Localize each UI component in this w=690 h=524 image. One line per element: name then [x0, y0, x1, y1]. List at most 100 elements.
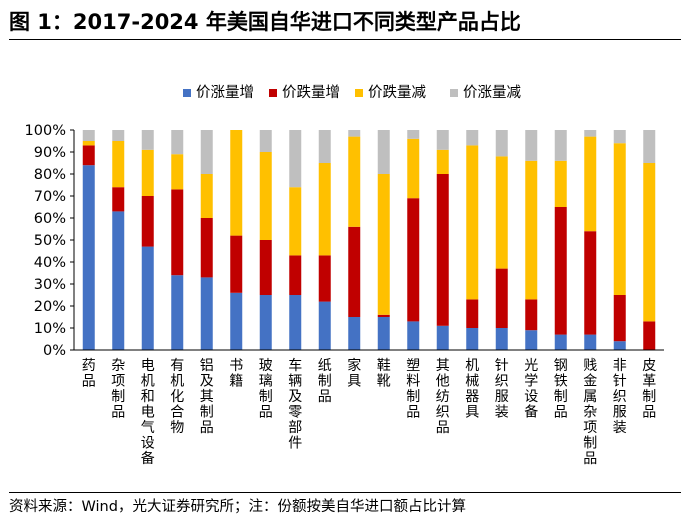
legend-swatch	[355, 89, 363, 97]
bar-segment	[613, 143, 626, 295]
y-tick-label: 70%	[34, 189, 66, 205]
bar-segment	[348, 317, 361, 350]
bar-segment	[318, 163, 331, 256]
bar-segment	[112, 187, 125, 212]
x-tick-label: 书籍	[229, 358, 243, 390]
x-tick-label: 其他纺织品	[436, 358, 450, 436]
bar-segment	[82, 130, 95, 141]
bar-segment	[259, 295, 272, 350]
bar-segment	[407, 130, 420, 139]
legend-label: 价跌量减	[368, 84, 426, 101]
bar-segment	[348, 226, 361, 317]
bar-segment	[171, 189, 184, 276]
bar-segment	[171, 154, 184, 190]
legend-swatch	[269, 89, 277, 97]
bar-segment	[613, 295, 626, 342]
y-tick-label: 60%	[34, 211, 66, 227]
bar-segment	[436, 130, 449, 150]
bar-segment	[466, 299, 479, 328]
x-tick-label: 鞋靴	[377, 358, 391, 390]
bar-segment	[348, 130, 361, 137]
bar-segment	[407, 198, 420, 322]
x-tick-label: 机械器具	[465, 358, 479, 421]
bar-segment	[377, 130, 390, 174]
bar-segment	[289, 255, 302, 295]
bar-segment	[584, 231, 597, 335]
bar-segment	[141, 149, 154, 196]
bar-segment	[200, 218, 213, 278]
bar-segment	[613, 341, 626, 350]
bar-segment	[289, 187, 302, 256]
bar-segment	[436, 149, 449, 174]
bar-segment	[466, 328, 479, 350]
bar-segment	[554, 207, 567, 335]
bar-segment	[554, 160, 567, 207]
bar-segment	[407, 138, 420, 199]
bar-segment	[82, 165, 95, 350]
bar-segment	[525, 160, 538, 300]
y-tick-label: 10%	[34, 321, 66, 337]
bar-segment	[112, 141, 125, 188]
x-tick-label: 非针织服装	[613, 358, 627, 436]
bar-segment	[141, 196, 154, 247]
bar-segment	[230, 292, 243, 350]
y-tick-label: 50%	[34, 233, 66, 249]
bar-segment	[377, 317, 390, 350]
legend-label: 价跌量增	[282, 84, 340, 101]
y-tick-label: 30%	[34, 277, 66, 293]
bar-segment	[495, 328, 508, 350]
bar-segment	[525, 330, 538, 350]
bar-segment	[112, 130, 125, 141]
bar-segment	[525, 130, 538, 161]
bar-segment	[377, 314, 390, 317]
x-tick-label: 玻璃制品	[259, 358, 273, 421]
y-tick-label: 20%	[34, 299, 66, 315]
bar-segment	[407, 321, 420, 350]
bar-segment	[554, 130, 567, 161]
legend-label: 价涨量增	[196, 84, 254, 101]
y-tick-label: 40%	[34, 255, 66, 271]
legend-label: 价涨量减	[463, 84, 521, 101]
x-tick-label: 电机和电气设备	[141, 358, 155, 467]
bar-segment	[613, 130, 626, 144]
x-tick-label: 针织服装	[495, 358, 509, 421]
x-tick-label: 家具	[347, 357, 361, 390]
bar-segment	[466, 145, 479, 300]
bar-segment	[348, 136, 361, 227]
bar-segment	[466, 130, 479, 146]
bar-segment	[141, 130, 154, 150]
bar-segment	[112, 211, 125, 350]
bar-segment	[495, 156, 508, 269]
bar-segment	[318, 301, 331, 350]
x-tick-label: 杂项制品	[111, 358, 125, 421]
bar-segment	[584, 334, 597, 350]
bar-segment	[436, 174, 449, 326]
bar-segment	[643, 163, 656, 322]
y-tick-label: 90%	[34, 145, 66, 161]
x-tick-label: 药品	[82, 358, 96, 390]
bar-segment	[643, 130, 656, 163]
bar-segment	[230, 235, 243, 293]
bar-segment	[200, 130, 213, 174]
x-tick-label: 塑料制品	[406, 358, 420, 421]
x-tick-label: 铝及其制品	[200, 358, 214, 436]
y-tick-label: 80%	[34, 167, 66, 183]
bar-segment	[584, 130, 597, 137]
legend-swatch	[450, 89, 458, 97]
x-tick-label: 车辆及零部件	[288, 357, 302, 452]
bar-segment	[436, 325, 449, 350]
bar-segment	[554, 334, 567, 350]
bar-segment	[82, 145, 95, 166]
bar-segment	[200, 277, 213, 350]
bar-segment	[584, 136, 597, 232]
bar-segment	[230, 130, 243, 236]
bar-segment	[643, 321, 656, 350]
bar-segment	[171, 130, 184, 155]
bar-segment	[200, 174, 213, 218]
x-tick-label: 纸制品	[318, 358, 332, 405]
legend-swatch	[183, 89, 191, 97]
source-note: 资料来源：Wind，光大证券研究所；注：份额按美自华进口额占比计算	[9, 492, 681, 522]
bar-segment	[495, 268, 508, 328]
bar-segment	[171, 275, 184, 350]
